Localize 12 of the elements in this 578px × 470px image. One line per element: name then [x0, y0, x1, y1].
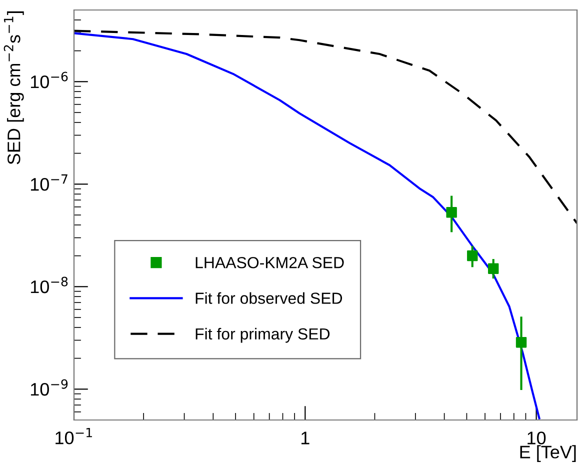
legend-label: LHAASO-KM2A SED: [196, 256, 344, 268]
legend-label: Fit for observed SED: [196, 292, 342, 304]
y-axis-title: SED [erg cm$^{−2}$s$^{−1}$]: [4, 11, 24, 164]
x-tick-label: 1: [302, 432, 310, 444]
y-tick-label: 10$^{−8}$: [30, 276, 68, 294]
y-tick-label: 10$^{−7}$: [30, 174, 68, 191]
x-tick-label: 10: [528, 432, 546, 444]
y-tick-label: 10$^{−9}$: [30, 379, 68, 396]
x-tick-label: 10$^{−1}$: [56, 428, 92, 444]
legend-label: Fit for primary SED: [196, 328, 330, 343]
y-tick-label: 10$^{−6}$: [30, 72, 68, 88]
x-axis-title: E [TeV]: [520, 445, 576, 462]
